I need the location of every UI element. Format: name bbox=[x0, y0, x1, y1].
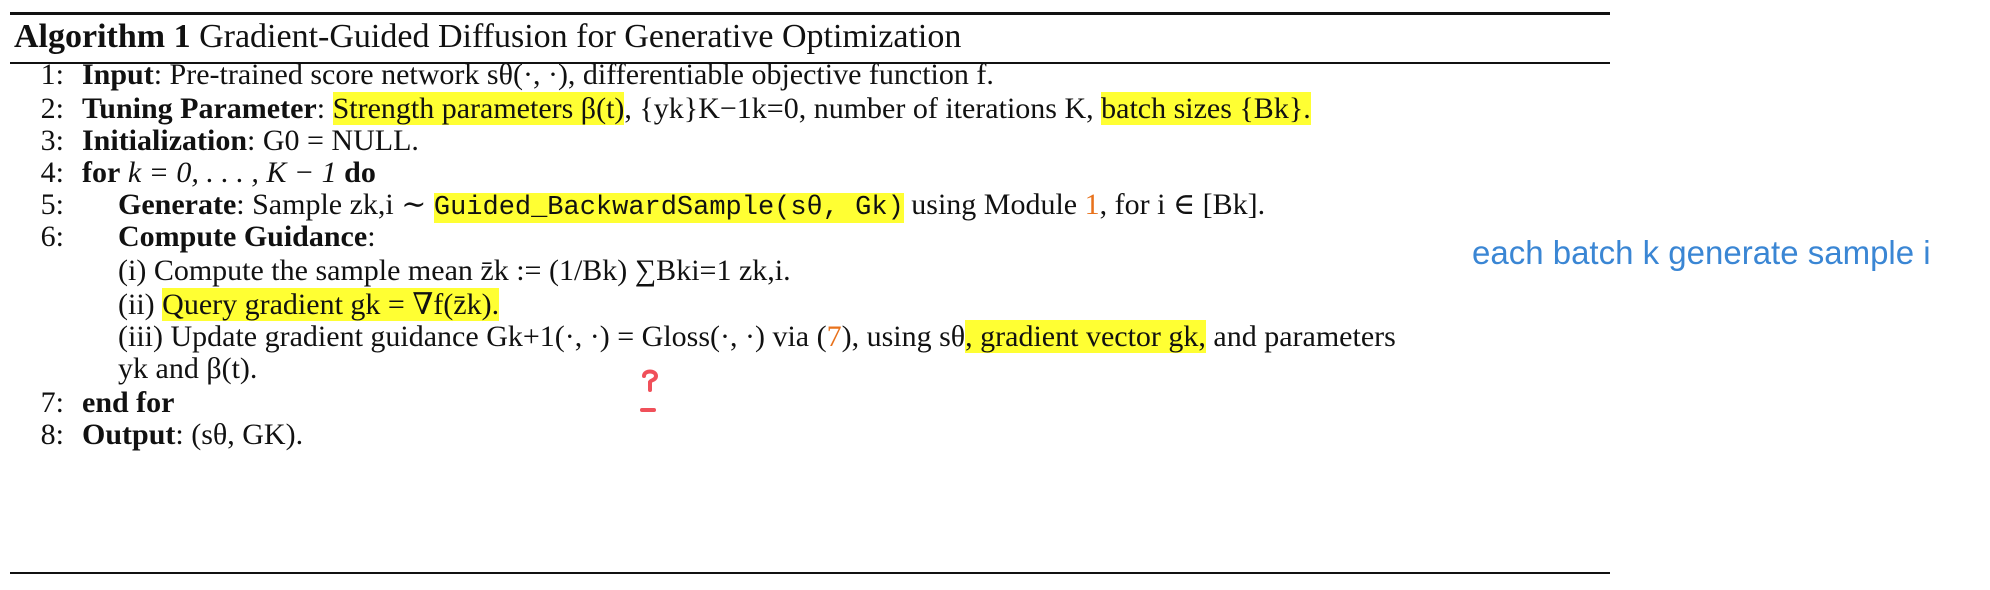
line-number: 6: bbox=[40, 220, 64, 253]
algorithm-name: Gradient-Guided Diffusion for Generative… bbox=[199, 18, 962, 55]
line-text: (ii) bbox=[118, 288, 163, 321]
keyword-input: Input bbox=[82, 58, 154, 91]
pen-dash-mark bbox=[640, 408, 656, 412]
line-text: yk and β(t). bbox=[118, 352, 258, 385]
line-text: (iii) Update gradient guidance Gk+1(·, ·… bbox=[118, 320, 827, 353]
highlight-gradient-vector: , gradient vector gk, bbox=[965, 320, 1206, 353]
module-reference-link[interactable]: 1 bbox=[1084, 188, 1100, 221]
line-text: : G0 = NULL. bbox=[247, 124, 419, 157]
line-number: 2: bbox=[40, 92, 64, 125]
line-body: Compute Guidance: bbox=[118, 218, 376, 256]
line-text: : Sample zk,i ∼ bbox=[236, 188, 434, 221]
line-number: 1: bbox=[40, 58, 64, 91]
handwritten-annotation: each batch k generate sample i bbox=[1472, 234, 1931, 271]
highlight-guided-backward-sample: Guided_BackwardSample(sθ, Gk) bbox=[433, 193, 904, 223]
line-text: (i) Compute the sample mean z̄k := (1/Bk… bbox=[118, 254, 791, 287]
line-text: using Module bbox=[903, 188, 1085, 221]
line-body: Generate: Sample zk,i ∼ Guided_BackwardS… bbox=[118, 186, 1265, 227]
highlight-batch-sizes: batch sizes {Bk}. bbox=[1101, 92, 1311, 125]
pen-mark-icon bbox=[642, 369, 659, 392]
line-text: ), using sθ bbox=[841, 320, 966, 353]
keyword-initialization: Initialization bbox=[82, 124, 248, 157]
keyword-output: Output bbox=[82, 418, 176, 451]
keyword-do: do bbox=[344, 156, 376, 189]
keyword-end-for: end for bbox=[82, 386, 175, 419]
highlight-strength: Strength parameters β(t) bbox=[332, 92, 625, 125]
title-rule bbox=[10, 62, 1610, 64]
line-text: : Pre-trained score network sθ(·, ·), di… bbox=[153, 58, 994, 91]
keyword-for: for bbox=[82, 156, 121, 189]
loop-range: k = 0, . . . , K − 1 bbox=[120, 156, 345, 189]
keyword-tuning: Tuning Parameter bbox=[82, 92, 317, 125]
line-body: for k = 0, . . . , K − 1 do bbox=[82, 154, 376, 192]
line-text: and parameters bbox=[1205, 320, 1396, 353]
top-rule bbox=[10, 12, 1610, 15]
highlight-query-gradient: Query gradient gk = ∇f(z̄k). bbox=[162, 288, 500, 321]
algorithm-label: Algorithm 1 bbox=[14, 18, 191, 55]
line-number: 4: bbox=[40, 156, 64, 189]
equation-reference-link[interactable]: 7 bbox=[826, 320, 842, 353]
line-number: 5: bbox=[40, 188, 64, 221]
line-number: 7: bbox=[40, 386, 64, 419]
keyword-compute-guidance: Compute Guidance bbox=[118, 220, 368, 253]
algorithm-title: Algorithm 1 Gradient-Guided Diffusion fo… bbox=[14, 14, 961, 60]
line-body: Initialization: G0 = NULL. bbox=[82, 122, 419, 160]
line-text: : (sθ, GK). bbox=[175, 418, 304, 451]
line-body: Output: (sθ, GK). bbox=[82, 416, 303, 454]
line-body: Tuning Parameter: Strength parameters β(… bbox=[82, 92, 1311, 125]
line-number: 3: bbox=[40, 124, 64, 157]
keyword-generate: Generate bbox=[118, 188, 237, 221]
line-text: , {yk}K−1k=0, number of iterations K, bbox=[624, 92, 1102, 125]
bottom-rule bbox=[10, 572, 1610, 574]
line-body: (iii) Update gradient guidance Gk+1(·, ·… bbox=[118, 318, 1396, 356]
line-text: , for i ∈ [Bk]. bbox=[1099, 188, 1266, 221]
line-text: : bbox=[367, 220, 376, 253]
line-body: Input: Pre-trained score network sθ(·, ·… bbox=[82, 56, 994, 94]
line-number: 8: bbox=[40, 418, 64, 451]
line-body: (ii) Query gradient gk = ∇f(z̄k). bbox=[118, 286, 500, 324]
